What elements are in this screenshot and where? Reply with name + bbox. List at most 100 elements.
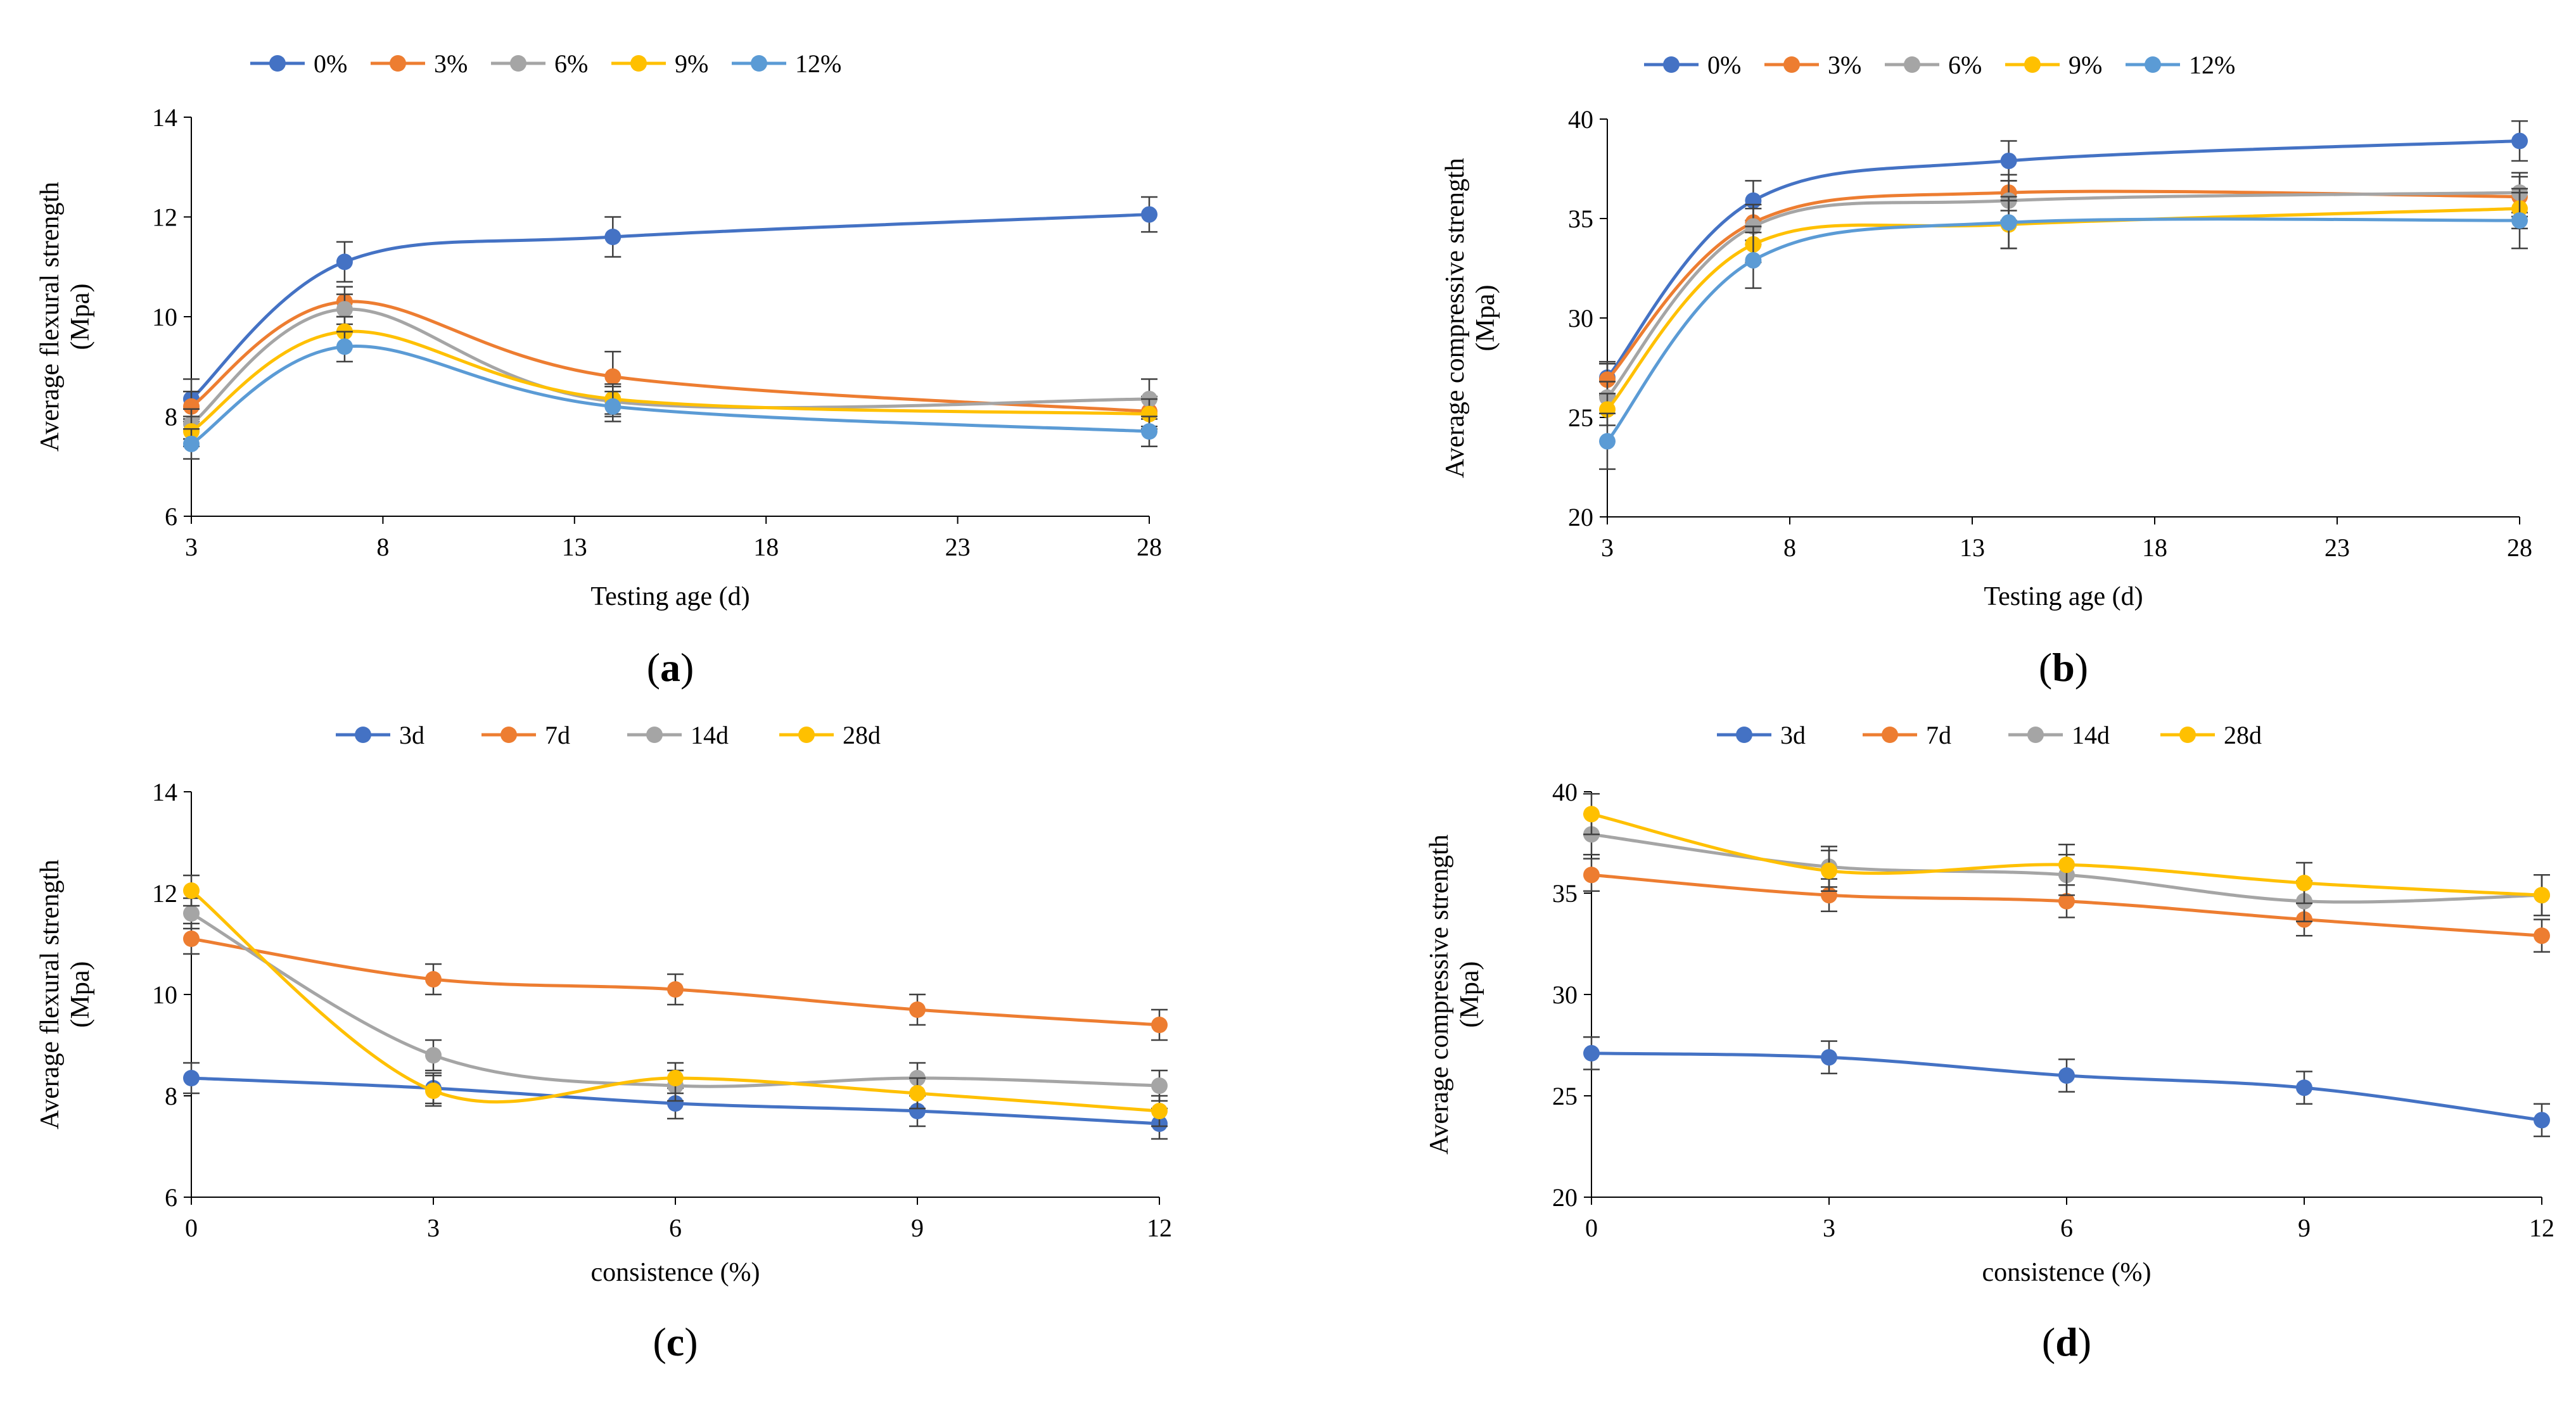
- y-axis-title: (Mpa): [1455, 962, 1484, 1028]
- chart-panel-a: 6 8 10 12 14 3 8 13 18 23 28 Testing age (d) Average…: [35, 49, 1162, 690]
- y-axis-title: Average compressive strength: [1441, 158, 1470, 478]
- caption-paren: ): [2078, 1319, 2091, 1364]
- caption-letter: b: [2052, 645, 2075, 690]
- series-line: [1606, 217, 2520, 443]
- y-tick-label: 6: [165, 502, 177, 531]
- x-tick-label: 3: [427, 1214, 440, 1242]
- data-point: [2511, 132, 2528, 149]
- series-28d: [183, 874, 1168, 1127]
- x-tick-label: 28: [1137, 533, 1162, 561]
- data-point: [2000, 214, 2017, 231]
- x-tick-label: 23: [2324, 533, 2350, 562]
- series-9%: [183, 315, 1157, 447]
- panel-caption: (d): [2042, 1319, 2091, 1364]
- legend-swatch-marker: [1882, 727, 1898, 743]
- data-point: [909, 1085, 926, 1102]
- series-3d: [1583, 1036, 2550, 1138]
- y-tick-label: 20: [1568, 503, 1593, 531]
- y-tick-label: 35: [1552, 879, 1578, 908]
- caption-letter: d: [2055, 1319, 2078, 1364]
- panel-caption: (b): [2039, 645, 2088, 690]
- data-point: [2534, 1112, 2550, 1129]
- legend-swatch-marker: [2027, 727, 2044, 743]
- series-line: [190, 889, 1160, 1113]
- x-tick-label: 0: [185, 1214, 198, 1242]
- data-point: [1151, 1103, 1168, 1119]
- legend-swatch-marker: [510, 55, 526, 72]
- legend-label: 7d: [545, 721, 570, 749]
- data-point: [1745, 251, 1762, 269]
- data-point: [909, 1103, 926, 1119]
- x-tick-label: 18: [2142, 533, 2167, 562]
- data-point: [183, 1070, 200, 1086]
- y-tick-label: 35: [1568, 205, 1593, 233]
- legend-swatch-marker: [1904, 56, 1920, 73]
- y-axis-title: (Mpa): [66, 284, 95, 350]
- data-point: [183, 930, 200, 947]
- data-point: [2058, 856, 2075, 873]
- y-axis-title: (Mpa): [66, 962, 95, 1028]
- x-tick-label: 9: [911, 1214, 924, 1242]
- legend-label: 9%: [2069, 51, 2102, 79]
- data-point: [1583, 1045, 1600, 1062]
- legend-label: 7d: [1926, 721, 1951, 749]
- y-tick-label: 25: [1568, 403, 1593, 432]
- data-point: [604, 398, 622, 415]
- series-line: [190, 344, 1150, 445]
- x-axis-title: Testing age (d): [590, 582, 749, 611]
- data-point: [667, 1070, 684, 1086]
- x-axis-title: consistence (%): [590, 1258, 760, 1287]
- y-tick-label: 30: [1568, 304, 1593, 333]
- data-point: [183, 398, 200, 415]
- y-axis-title: (Mpa): [1471, 285, 1500, 352]
- legend: 0% 3% 6% 9% 12%: [250, 49, 841, 78]
- y-tick-label: 8: [165, 1082, 177, 1110]
- panel-caption: (c): [653, 1319, 698, 1364]
- y-axis-title: Average flexural strength: [35, 860, 65, 1129]
- data-point: [2058, 1067, 2075, 1084]
- series-line: [1606, 206, 2520, 411]
- caption-paren: (: [653, 1319, 666, 1364]
- chart-panel-d: 20 25 30 35 40 0 3 6 9 12 consistence (%) Average c…: [1425, 721, 2554, 1364]
- caption-paren: (: [647, 645, 660, 690]
- data-point: [2296, 1079, 2312, 1096]
- y-tick-label: 14: [152, 778, 177, 806]
- data-point: [336, 253, 353, 270]
- legend-label: 6%: [1948, 51, 1982, 79]
- x-tick-label: 23: [945, 533, 971, 561]
- legend-label: 14d: [691, 721, 729, 749]
- caption-letter: c: [666, 1319, 684, 1364]
- y-tick-label: 20: [1552, 1183, 1578, 1212]
- chart-panel-b: 20 25 30 35 40 3 8 13 18 23 28 Testing age (d) Avera…: [1441, 51, 2532, 690]
- y-tick-label: 12: [152, 879, 177, 908]
- legend-swatch-marker: [501, 727, 517, 743]
- data-point: [1583, 867, 1600, 884]
- legend-label: 14d: [2072, 721, 2110, 749]
- legend-label: 28d: [843, 721, 881, 749]
- legend-label: 3d: [1780, 721, 1806, 749]
- legend-label: 0%: [1707, 51, 1741, 79]
- data-point: [2000, 152, 2017, 169]
- legend-label: 6%: [554, 49, 588, 78]
- x-tick-label: 8: [1783, 533, 1796, 562]
- data-point: [425, 1083, 442, 1099]
- x-axis-title: Testing age (d): [1984, 582, 2143, 611]
- legend-label: 3%: [434, 49, 468, 78]
- y-tick-label: 40: [1568, 105, 1593, 134]
- data-point: [1599, 371, 1616, 388]
- legend-swatch-marker: [646, 727, 663, 743]
- data-point: [604, 368, 622, 385]
- caption-paren: (: [2039, 645, 2052, 690]
- data-point: [2296, 875, 2312, 891]
- legend-swatch-marker: [2145, 56, 2161, 73]
- data-point: [604, 229, 622, 245]
- x-tick-label: 3: [185, 533, 198, 561]
- legend-label: 0%: [314, 49, 347, 78]
- legend-swatch-marker: [1663, 56, 1680, 73]
- data-point: [425, 971, 442, 988]
- legend-swatch-marker: [2179, 727, 2196, 743]
- data-point: [2534, 887, 2550, 904]
- y-tick-label: 30: [1552, 981, 1578, 1009]
- y-tick-label: 25: [1552, 1082, 1578, 1110]
